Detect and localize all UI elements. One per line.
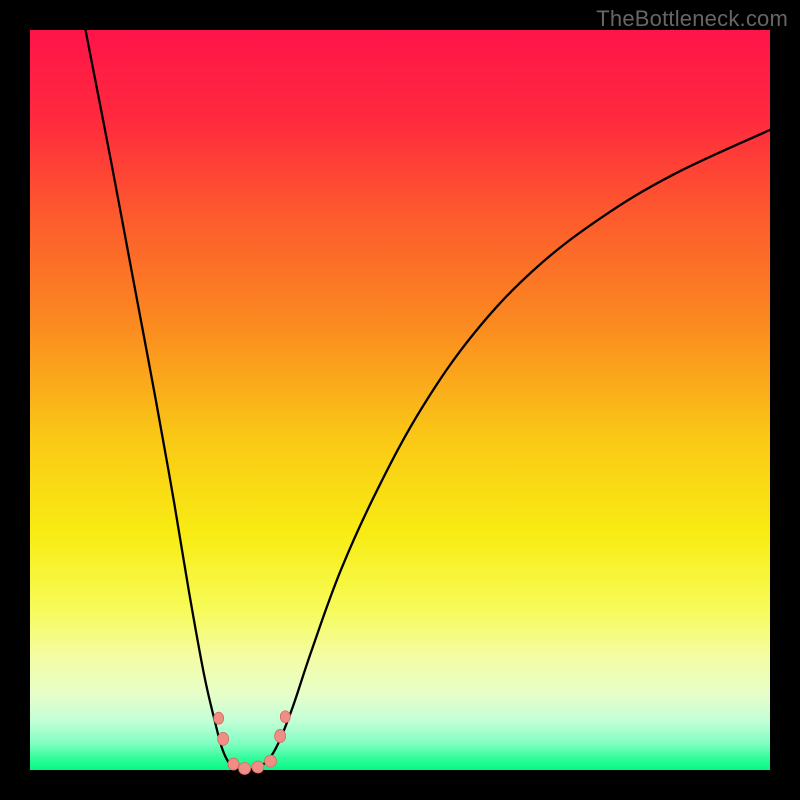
- marker-point: [214, 712, 224, 724]
- marker-point: [218, 732, 229, 745]
- marker-point: [265, 755, 277, 767]
- chart-frame: TheBottleneck.com: [0, 0, 800, 800]
- watermark-text: TheBottleneck.com: [596, 6, 788, 32]
- marker-point: [252, 761, 264, 773]
- marker-point: [239, 763, 251, 775]
- marker-point: [228, 758, 239, 770]
- marker-point: [275, 729, 286, 742]
- plot-background: [30, 30, 770, 770]
- marker-point: [280, 711, 290, 723]
- bottleneck-plot: [0, 0, 800, 800]
